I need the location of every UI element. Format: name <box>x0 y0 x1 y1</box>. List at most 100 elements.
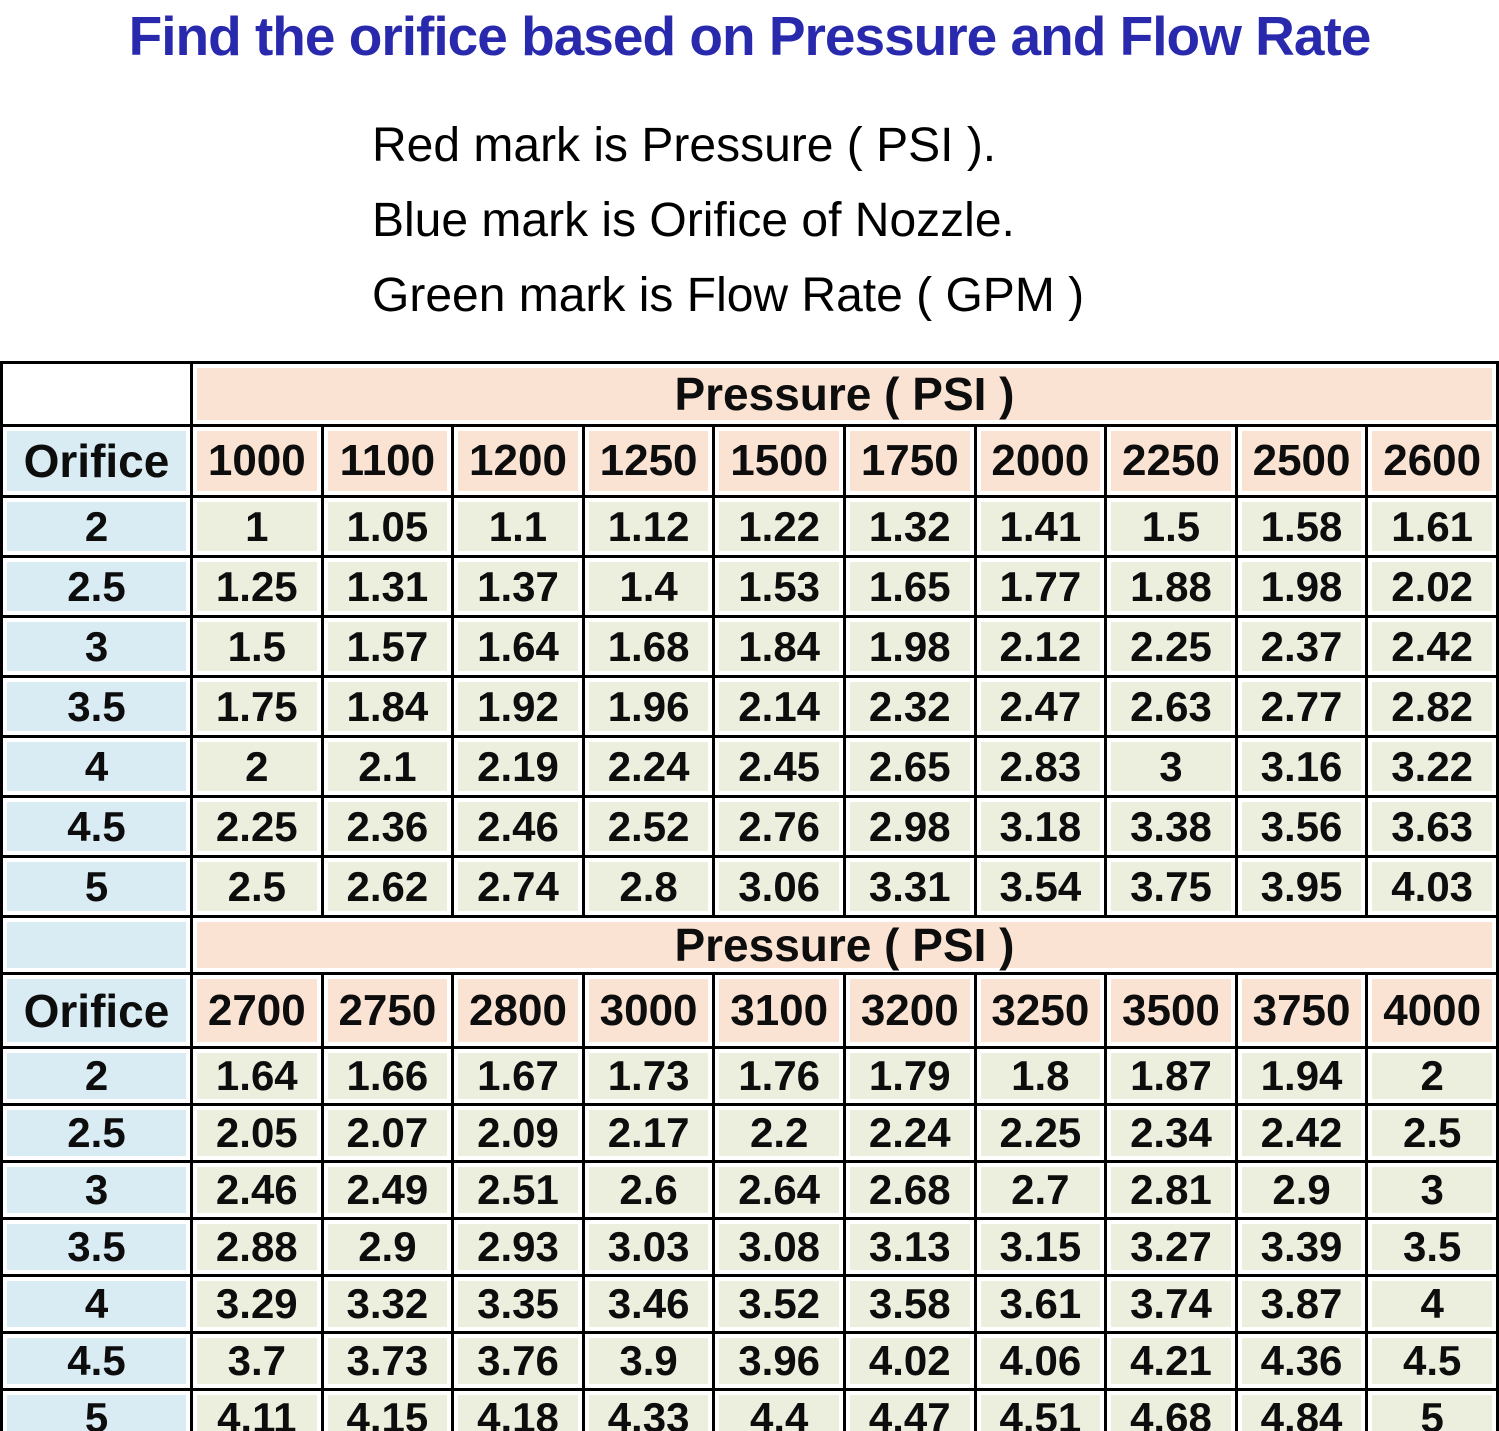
legend-line-pressure: Red mark is Pressure ( PSI ). <box>372 119 997 172</box>
flow-value-cell: 3.87 <box>1234 1274 1369 1334</box>
pressure-value-cell: 2250 <box>1104 424 1238 498</box>
flow-value-cell: 2.42 <box>1234 1103 1369 1163</box>
flow-value-cell: 3.73 <box>320 1331 455 1391</box>
flow-value-cell: 2.74 <box>451 855 585 918</box>
flow-value-cell: 2.62 <box>320 855 455 918</box>
flow-value-cell: 1.61 <box>1365 495 1499 558</box>
flow-value-cell: 1.88 <box>1104 555 1238 618</box>
flow-value-cell: 1.75 <box>190 675 324 738</box>
flow-value-cell: 2.14 <box>712 675 846 738</box>
flow-value-cell: 1.4 <box>581 555 716 618</box>
orifice-flow-table: Pressure ( PSI ) Orifice 1000 1100 1200 1250 1… <box>0 361 1499 1431</box>
flow-value-cell: 1.79 <box>842 1046 977 1106</box>
flow-value-cell: 2.42 <box>1365 615 1499 678</box>
flow-value-cell: 2.52 <box>581 795 716 858</box>
flow-value-cell: 3.16 <box>1234 735 1369 798</box>
pressure-value-cell: 4000 <box>1365 972 1499 1049</box>
pressure-value-cell: 3200 <box>842 972 977 1049</box>
flow-value-cell: 2.24 <box>581 735 716 798</box>
flow-value-cell: 4.5 <box>1365 1331 1499 1391</box>
pressure-value-cell: 1000 <box>190 424 324 498</box>
flow-value-cell: 2.51 <box>451 1160 585 1220</box>
flow-value-cell: 2.98 <box>842 795 977 858</box>
flow-value-cell: 4.02 <box>842 1331 977 1391</box>
flow-value-cell: 4.4 <box>712 1388 846 1431</box>
orifice-header-cell: Orifice <box>0 972 193 1049</box>
flow-value-cell: 1.68 <box>581 615 716 678</box>
flow-value-cell: 2.46 <box>190 1160 324 1220</box>
flow-value-cell: 2 <box>1365 1046 1499 1106</box>
orifice-value-cell: 4 <box>0 1274 193 1334</box>
flow-value-cell: 3.18 <box>973 795 1108 858</box>
flow-value-cell: 2.81 <box>1104 1160 1238 1220</box>
flow-value-cell: 2.2 <box>712 1103 846 1163</box>
flow-value-cell: 4.03 <box>1365 855 1499 918</box>
flow-value-cell: 2.07 <box>320 1103 455 1163</box>
table-row: 4.5 3.7 3.73 3.76 3.9 3.96 4.02 4.06 4.21 4.36 4.5 <box>0 1331 1499 1391</box>
flow-value-cell: 4.36 <box>1234 1331 1369 1391</box>
flow-value-cell: 1.65 <box>842 555 977 618</box>
flow-value-cell: 1.8 <box>973 1046 1108 1106</box>
flow-value-cell: 2.47 <box>973 675 1108 738</box>
flow-value-cell: 3.13 <box>842 1217 977 1277</box>
flow-value-cell: 2.65 <box>842 735 977 798</box>
flow-value-cell: 1.98 <box>842 615 977 678</box>
pressure-value-cell: 1200 <box>451 424 585 498</box>
flow-value-cell: 2.46 <box>451 795 585 858</box>
column-header-row: Orifice 1000 1100 1200 1250 1500 1750 2000 2250 2… <box>0 424 1499 498</box>
flow-value-cell: 1.58 <box>1234 495 1369 558</box>
orifice-value-cell: 3 <box>0 615 193 678</box>
flow-value-cell: 1.5 <box>190 615 324 678</box>
flow-value-cell: 4.51 <box>973 1388 1108 1431</box>
flow-value-cell: 1.76 <box>712 1046 846 1106</box>
column-header-row: Orifice 2700 2750 2800 3000 3100 3200 3250 3500 3… <box>0 972 1499 1049</box>
table-row: 2.5 1.25 1.31 1.37 1.4 1.53 1.65 1.77 1.88 1.98 2.… <box>0 555 1499 618</box>
orifice-value-cell: 4 <box>0 735 193 798</box>
flow-value-cell: 1.64 <box>190 1046 324 1106</box>
pressure-value-cell: 1100 <box>320 424 455 498</box>
flow-value-cell: 1.5 <box>1104 495 1238 558</box>
orifice-value-cell: 3 <box>0 1160 193 1220</box>
flow-value-cell: 4.15 <box>320 1388 455 1431</box>
pressure-value-cell: 2800 <box>451 972 585 1049</box>
flow-value-cell: 3.29 <box>190 1274 324 1334</box>
table-row: 2 1 1.05 1.1 1.12 1.22 1.32 1.41 1.5 1.58 1.61 <box>0 495 1499 558</box>
flow-value-cell: 4.84 <box>1234 1388 1369 1431</box>
orifice-value-cell: 4.5 <box>0 1331 193 1391</box>
flow-value-cell: 3.76 <box>451 1331 585 1391</box>
legend: Red mark is Pressure ( PSI ). Blue mark … <box>372 108 1499 333</box>
flow-value-cell: 1 <box>190 495 324 558</box>
orifice-value-cell: 2.5 <box>0 555 193 618</box>
flow-value-cell: 2.64 <box>712 1160 846 1220</box>
flow-value-cell: 1.31 <box>320 555 455 618</box>
flow-value-cell: 3.08 <box>712 1217 846 1277</box>
flow-value-cell: 2.12 <box>973 615 1108 678</box>
pressure-value-cell: 2750 <box>320 972 455 1049</box>
flow-value-cell: 1.77 <box>973 555 1108 618</box>
flow-value-cell: 2.6 <box>581 1160 716 1220</box>
flow-value-cell: 3 <box>1104 735 1238 798</box>
flow-value-cell: 1.64 <box>451 615 585 678</box>
pressure-value-cell: 2700 <box>190 972 324 1049</box>
flow-value-cell: 3.95 <box>1234 855 1369 918</box>
legend-line-flow: Green mark is Flow Rate ( GPM ) <box>372 269 1085 322</box>
table-row: 5 4.11 4.15 4.18 4.33 4.4 4.47 4.51 4.68 4.84 5 <box>0 1388 1499 1431</box>
flow-value-cell: 3.61 <box>973 1274 1108 1334</box>
flow-value-cell: 3.7 <box>190 1331 324 1391</box>
flow-value-cell: 4.21 <box>1104 1331 1238 1391</box>
flow-value-cell: 2.25 <box>1104 615 1238 678</box>
flow-value-cell: 3.5 <box>1365 1217 1499 1277</box>
orifice-value-cell: 2 <box>0 495 193 558</box>
pressure-value-cell: 3250 <box>973 972 1108 1049</box>
flow-value-cell: 3.46 <box>581 1274 716 1334</box>
orifice-value-cell: 3.5 <box>0 1217 193 1277</box>
flow-value-cell: 1.96 <box>581 675 716 738</box>
pressure-value-cell: 1500 <box>712 424 846 498</box>
pressure-value-cell: 2600 <box>1365 424 1499 498</box>
table-row: 3 1.5 1.57 1.64 1.68 1.84 1.98 2.12 2.25 2.37 2.42 <box>0 615 1499 678</box>
flow-value-cell: 1.84 <box>320 675 455 738</box>
flow-value-cell: 2.9 <box>320 1217 455 1277</box>
flow-value-cell: 3.75 <box>1104 855 1238 918</box>
table-row: 5 2.5 2.62 2.74 2.8 3.06 3.31 3.54 3.75 3.95 4.03 <box>0 855 1499 918</box>
pressure-value-cell: 3100 <box>712 972 846 1049</box>
